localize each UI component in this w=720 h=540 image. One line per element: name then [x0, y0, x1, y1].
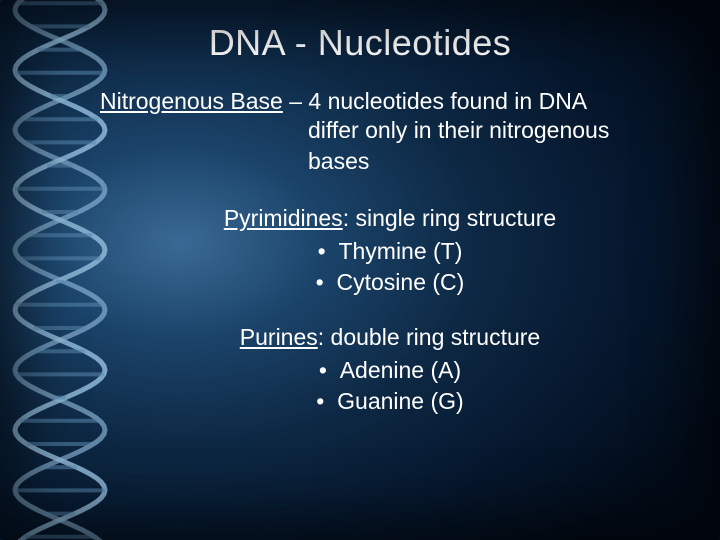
definition-block: Nitrogenous Base – 4 nucleotides found i… — [100, 88, 680, 177]
definition-line-1: Nitrogenous Base – 4 nucleotides found i… — [100, 88, 680, 115]
definition-rest: 4 nucleotides found in DNA — [308, 88, 587, 114]
definition-line-3: bases — [100, 146, 680, 177]
bullet-glyph: • — [316, 269, 324, 295]
list-item-label: Thymine (T) — [338, 238, 462, 264]
list-item: • Guanine (G) — [100, 386, 680, 417]
list-item: • Adenine (A) — [100, 355, 680, 386]
section-rest: : double ring structure — [318, 324, 540, 350]
list-item-label: Adenine (A) — [340, 357, 461, 383]
section-purines: Purines: double ring structure • Adenine… — [100, 324, 680, 417]
bullet-glyph: • — [318, 238, 326, 264]
list-item: • Thymine (T) — [100, 236, 680, 267]
list-item-label: Guanine (G) — [337, 388, 464, 414]
slide-title: DNA - Nucleotides — [0, 22, 720, 64]
section-pyrimidines: Pyrimidines: single ring structure • Thy… — [100, 205, 680, 298]
section-rest: : single ring structure — [343, 205, 556, 231]
bullet-list: • Adenine (A) • Guanine (G) — [100, 355, 680, 417]
slide-content: Nitrogenous Base – 4 nucleotides found i… — [100, 88, 680, 443]
section-heading: Purines: double ring structure — [100, 324, 680, 351]
definition-line-2: differ only in their nitrogenous — [100, 115, 680, 146]
section-term: Pyrimidines — [224, 205, 343, 231]
list-item: • Cytosine (C) — [100, 267, 680, 298]
section-term: Purines — [240, 324, 318, 350]
section-heading: Pyrimidines: single ring structure — [100, 205, 680, 232]
bullet-glyph: • — [316, 388, 324, 414]
definition-sep: – — [283, 88, 309, 114]
bullet-glyph: • — [319, 357, 327, 383]
definition-term: Nitrogenous Base — [100, 88, 283, 114]
bullet-list: • Thymine (T) • Cytosine (C) — [100, 236, 680, 298]
list-item-label: Cytosine (C) — [337, 269, 465, 295]
